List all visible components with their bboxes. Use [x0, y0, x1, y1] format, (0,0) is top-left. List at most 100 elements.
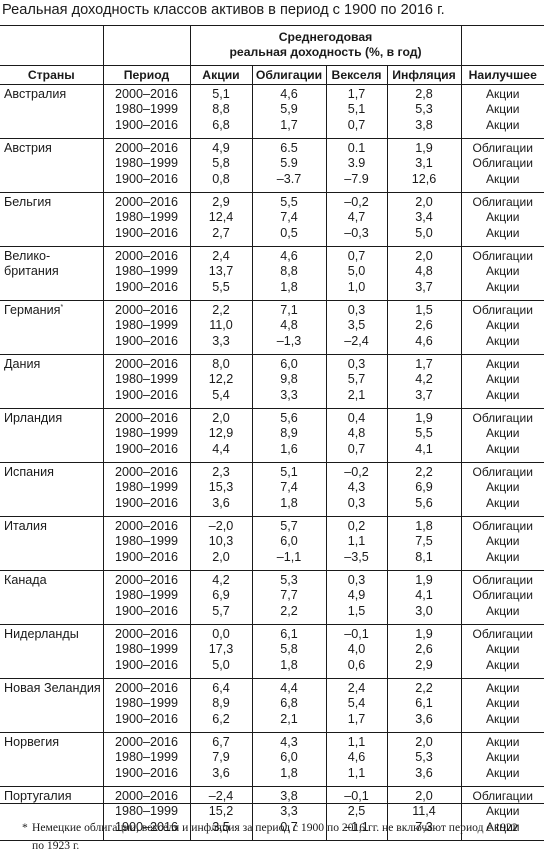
bonds-value: 1,8	[253, 658, 326, 673]
inflation-value: 3,4	[388, 210, 461, 225]
period-value: 1900–2016	[104, 766, 190, 781]
bonds-value: 1,8	[253, 766, 326, 781]
bonds-value: 6,0	[253, 534, 326, 549]
country-cell: Новая Зеландия	[0, 679, 103, 733]
best-value: Акции	[462, 442, 544, 457]
best-value: Облигации	[462, 588, 544, 603]
inflation-value: 5,6	[388, 496, 461, 511]
period-value: 1900–2016	[104, 118, 190, 133]
stocks-value: 6,8	[191, 118, 252, 133]
country-name: Австралия	[4, 87, 103, 102]
best-value: Акции	[462, 426, 544, 441]
country-cell: Австрия	[0, 139, 103, 193]
period-value: 1980–1999	[104, 642, 190, 657]
country-cell: Канада	[0, 571, 103, 625]
period-value: 2000–2016	[104, 141, 190, 156]
country-name-text: Бельгия	[4, 195, 51, 209]
bills-value: 0,3	[327, 496, 387, 511]
bonds-value: 5,9	[253, 102, 326, 117]
best-value: Облигации	[462, 519, 544, 534]
best-value: Акции	[462, 357, 544, 372]
country-name: Австрия	[4, 141, 103, 156]
bills-value: 1,7	[327, 712, 387, 727]
stocks-value: 2,7	[191, 226, 252, 241]
bonds-value: 5,8	[253, 642, 326, 657]
stocks-value: 7,9	[191, 750, 252, 765]
country-name-text: Португалия	[4, 789, 72, 803]
period-value: 2000–2016	[104, 465, 190, 480]
stocks-value: 2,0	[191, 550, 252, 565]
inflation-value: 2,0	[388, 195, 461, 210]
header-group-label-line: Среднегодовая	[191, 29, 461, 44]
period-value: 1980–1999	[104, 102, 190, 117]
returns-table: Среднегодовая реальная доходность (%, в …	[0, 25, 544, 841]
inflation-value: 4,2	[388, 372, 461, 387]
period-value: 1980–1999	[104, 534, 190, 549]
bonds-value: 3,3	[253, 804, 326, 819]
stocks-value: 8,9	[191, 696, 252, 711]
bonds-value: 3,3	[253, 388, 326, 403]
country-name-text: Испания	[4, 465, 54, 479]
period-value: 2000–2016	[104, 303, 190, 318]
column-header-period: Период	[103, 66, 190, 85]
bills-value: 1,5	[327, 604, 387, 619]
inflation-value: 4,6	[388, 334, 461, 349]
bills-value: 2,1	[327, 388, 387, 403]
stocks-value: 5,1	[191, 87, 252, 102]
best-value: Акции	[462, 696, 544, 711]
bills-value: 1,1	[327, 766, 387, 781]
country-name: Испания	[4, 465, 103, 480]
stocks-value: 5,0	[191, 658, 252, 673]
bills-value: 2,4	[327, 681, 387, 696]
column-header-stocks: Акции	[190, 66, 252, 85]
country-name-text: Канада	[4, 573, 47, 587]
bills-value: 0,4	[327, 411, 387, 426]
best-value: Облигации	[462, 465, 544, 480]
bills-value: 4,3	[327, 480, 387, 495]
stocks-value: 8,0	[191, 357, 252, 372]
period-value: 2000–2016	[104, 195, 190, 210]
bonds-value: 9,8	[253, 372, 326, 387]
period-value: 1980–1999	[104, 426, 190, 441]
country-name-text: британия	[4, 264, 59, 278]
best-value: Акции	[462, 334, 544, 349]
bills-value: 0,7	[327, 118, 387, 133]
best-value: Облигации	[462, 573, 544, 588]
stocks-value: 2,2	[191, 303, 252, 318]
header-empty-cell	[103, 26, 190, 66]
bills-value: –7.9	[327, 172, 387, 187]
bills-value: –0,1	[327, 627, 387, 642]
inflation-value: 3,1	[388, 156, 461, 171]
country-name-text: Ирландия	[4, 411, 62, 425]
period-value: 1900–2016	[104, 334, 190, 349]
period-value: 1980–1999	[104, 372, 190, 387]
period-value: 1900–2016	[104, 550, 190, 565]
bonds-value: 2,1	[253, 712, 326, 727]
bills-value: 3,5	[327, 318, 387, 333]
bonds-value: 5,7	[253, 519, 326, 534]
